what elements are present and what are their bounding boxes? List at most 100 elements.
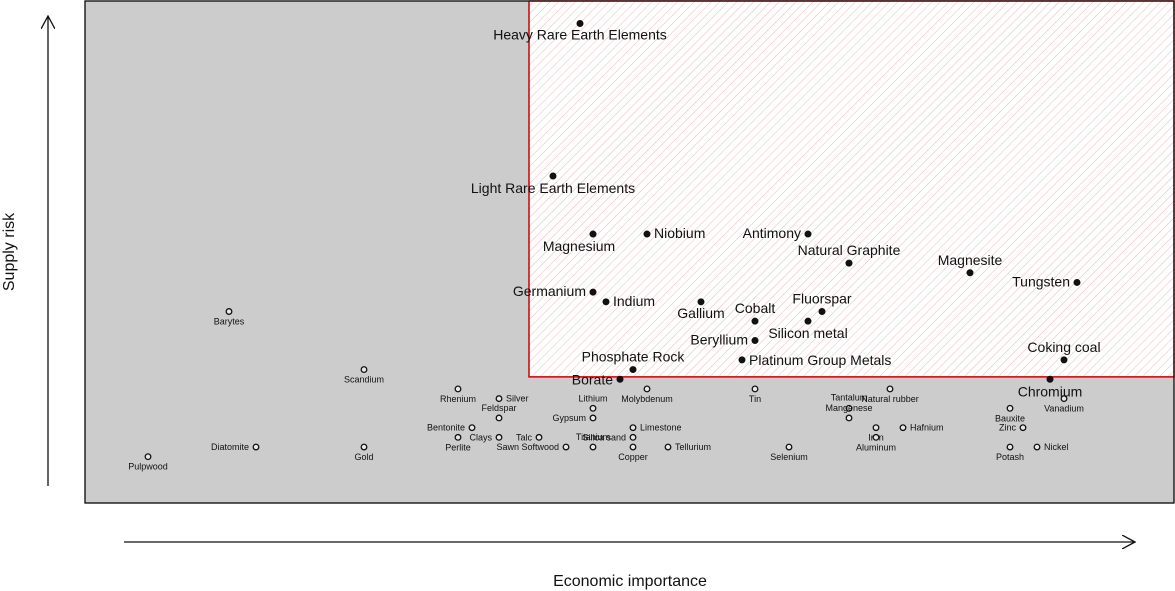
label-copper: Copper bbox=[618, 452, 648, 462]
point-clays bbox=[495, 433, 503, 441]
label-antimony: Antimony bbox=[743, 225, 801, 241]
label-magnesite: Magnesite bbox=[938, 252, 1003, 268]
label-silica-sand: Silica sand bbox=[582, 432, 626, 442]
label-bentonite: Bentonite bbox=[427, 423, 465, 433]
label-coking-coal: Coking coal bbox=[1027, 339, 1100, 355]
point-tin bbox=[751, 385, 759, 393]
point-bentonite bbox=[468, 424, 476, 432]
point-rhenium bbox=[454, 385, 462, 393]
label-gold: Gold bbox=[354, 452, 373, 462]
label-gallium: Gallium bbox=[677, 305, 724, 321]
point-hafnium bbox=[899, 424, 907, 432]
plot-frame bbox=[84, 0, 1175, 504]
label-pulpwood: Pulpwood bbox=[128, 462, 168, 472]
point-titanium bbox=[589, 443, 597, 451]
label-talc: Talc bbox=[516, 432, 533, 442]
point-borate bbox=[616, 375, 624, 383]
point-gold bbox=[360, 443, 368, 451]
label-vanadium: Vanadium bbox=[1044, 404, 1084, 414]
point-heavy-rare-earth-elements bbox=[576, 20, 584, 28]
critical-region-hatch bbox=[529, 1, 1174, 377]
label-natural-graphite: Natural Graphite bbox=[798, 242, 901, 258]
label-limestone: Limestone bbox=[640, 423, 682, 433]
point-limestone bbox=[629, 424, 637, 432]
point-platinum-group-metals bbox=[738, 356, 746, 364]
point-magnesite bbox=[966, 269, 974, 277]
point-tellurium bbox=[664, 443, 672, 451]
label-gypsum: Gypsum bbox=[552, 413, 586, 423]
label-aluminum: Aluminum bbox=[856, 442, 896, 452]
label-bauxite: Bauxite bbox=[995, 413, 1025, 423]
label-beryllium: Beryllium bbox=[690, 332, 748, 348]
label-niobium: Niobium bbox=[654, 225, 705, 241]
label-phosphate-rock: Phosphate Rock bbox=[582, 349, 686, 365]
point-phosphate-rock bbox=[629, 366, 637, 374]
label-fluorspar: Fluorspar bbox=[792, 291, 851, 307]
label-barytes: Barytes bbox=[214, 317, 245, 327]
point-light-rare-earth-elements bbox=[549, 172, 557, 180]
point-germanium bbox=[589, 288, 597, 296]
point-vanadium bbox=[1060, 395, 1068, 403]
label-light-rare-earth-elements: Light Rare Earth Elements bbox=[471, 180, 635, 196]
label-perlite: Perlite bbox=[445, 442, 471, 452]
label-scandium: Scandium bbox=[344, 375, 384, 385]
point-gypsum bbox=[589, 414, 597, 422]
label-borate: Borate bbox=[572, 371, 613, 387]
point-scandium bbox=[360, 366, 368, 374]
label-mangenese: Mangenese bbox=[825, 403, 872, 413]
label-diatomite: Diatomite bbox=[211, 442, 249, 452]
point-aluminum bbox=[872, 433, 880, 441]
point-chromium bbox=[1046, 375, 1054, 383]
label-platinum-group-metals: Platinum Group Metals bbox=[749, 352, 891, 368]
label-natural-rubber: Natural rubber bbox=[861, 394, 919, 404]
point-potash bbox=[1006, 443, 1014, 451]
point-bauxite bbox=[1006, 404, 1014, 412]
point-iron bbox=[872, 424, 880, 432]
point-molybdenum bbox=[643, 385, 651, 393]
label-heavy-rare-earth-elements: Heavy Rare Earth Elements bbox=[493, 27, 667, 43]
label-nickel: Nickel bbox=[1044, 442, 1069, 452]
label-rhenium: Rhenium bbox=[440, 394, 476, 404]
data-points: Barytes Scandium Rhenium Molybdenum Tin Natur… bbox=[128, 20, 1101, 472]
label-sawn-softwood: Sawn Softwood bbox=[496, 442, 559, 452]
point-tantalum bbox=[845, 404, 853, 412]
label-titanium: Titanium bbox=[576, 432, 610, 442]
point-copper bbox=[629, 443, 637, 451]
label-germanium: Germanium bbox=[513, 283, 586, 299]
point-coking-coal bbox=[1060, 356, 1068, 364]
label-zinc: Zinc bbox=[999, 423, 1017, 433]
point-silicon-metal bbox=[804, 317, 812, 325]
label-clays: Clays bbox=[469, 432, 492, 442]
label-tin: Tin bbox=[749, 394, 761, 404]
label-selenium: Selenium bbox=[770, 452, 808, 462]
point-silver bbox=[495, 395, 503, 403]
point-diatomite bbox=[252, 443, 260, 451]
point-tungsten bbox=[1073, 278, 1081, 286]
point-natural-graphite bbox=[845, 259, 853, 267]
label-tungsten: Tungsten bbox=[1012, 273, 1070, 289]
point-fluorspar bbox=[818, 308, 826, 315]
label-tellurium: Tellurium bbox=[675, 442, 711, 452]
point-sawn-softwood bbox=[562, 443, 570, 451]
point-zinc bbox=[1019, 424, 1027, 432]
point-talc bbox=[535, 433, 543, 441]
point-natural-rubber bbox=[886, 385, 894, 393]
label-potash: Potash bbox=[996, 452, 1024, 462]
point-mangenese bbox=[845, 414, 853, 422]
label-molybdenum: Molybdenum bbox=[621, 394, 673, 404]
label-cobalt: Cobalt bbox=[735, 300, 776, 316]
label-magnesium: Magnesium bbox=[543, 238, 615, 254]
point-nickel bbox=[1033, 443, 1041, 451]
point-beryllium bbox=[751, 337, 759, 345]
point-feldspar bbox=[495, 414, 503, 422]
point-gallium bbox=[697, 298, 705, 306]
point-niobium bbox=[643, 230, 651, 238]
point-silica-sand bbox=[629, 433, 637, 441]
label-chromium: Chromium bbox=[1018, 383, 1083, 399]
label-indium: Indium bbox=[613, 293, 655, 309]
label-lithium: Lithium bbox=[578, 393, 607, 403]
point-indium bbox=[602, 298, 610, 306]
point-lithium bbox=[589, 404, 597, 412]
label-tantalum: Tantalum bbox=[831, 392, 868, 402]
